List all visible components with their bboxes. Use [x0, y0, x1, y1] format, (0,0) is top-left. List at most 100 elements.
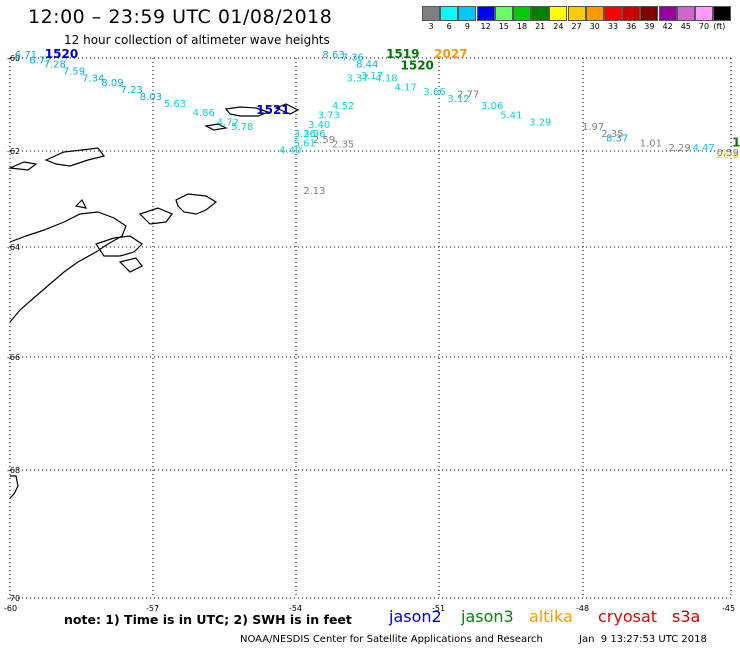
legend-swatch-label: 39 — [644, 22, 655, 31]
pass-time-label: 2027 — [434, 47, 467, 61]
mission-label-jason3: jason3 — [461, 607, 514, 626]
legend-swatch — [640, 6, 659, 21]
legend-swatch-label: 24 — [553, 22, 564, 31]
wave-height-value: 7.34 — [82, 73, 104, 84]
wave-height-value: 3.96 — [303, 129, 325, 140]
wave-height-value: 1.97 — [582, 122, 604, 133]
pass-time-label: 1519 — [386, 47, 419, 61]
wave-height-value: 8.09 — [101, 78, 123, 89]
wave-height-value: 26.85 — [717, 150, 740, 161]
wave-height-value: 6.77 — [29, 56, 51, 67]
wave-height-value: 4.86 — [193, 108, 215, 119]
legend-swatch — [567, 6, 586, 21]
lon-label: -54 — [289, 604, 302, 613]
legend-swatch-label: 36 — [626, 22, 637, 31]
wave-height-value: 6.71 — [15, 50, 37, 61]
wave-height-value: 4.52 — [332, 101, 354, 112]
pass-time-label: 1520 — [45, 47, 78, 61]
wave-height-value: 5.63 — [164, 99, 186, 110]
lon-label: -57 — [146, 604, 159, 613]
legend-swatch — [494, 6, 513, 21]
lon-label: -51 — [432, 604, 445, 613]
wave-height-value: 3.17 — [361, 71, 383, 82]
legend-swatch-label: 33 — [607, 22, 619, 31]
wave-height-value: 8.63 — [322, 50, 344, 61]
wave-height-value: 7.36 — [342, 52, 364, 63]
lat-label: -70 — [7, 594, 20, 603]
legend-swatch — [713, 6, 732, 21]
mission-label-cryosat: cryosat — [598, 607, 658, 626]
pass-time-label: 1521 — [732, 135, 740, 149]
legend-swatch — [585, 6, 604, 21]
legend-swatch — [422, 6, 440, 21]
wave-height-value: 2.13 — [303, 186, 325, 197]
wave-height-value: 2.59 — [313, 135, 335, 146]
wave-height-value: 3.40 — [308, 120, 330, 131]
wave-height-value: 4.17 — [395, 83, 417, 94]
wave-height-value: 8.44 — [356, 59, 378, 70]
generation-timestamp: Jan 9 13:27:53 UTC 2018 — [579, 634, 707, 645]
wave-height-value: 3.26 — [294, 129, 316, 140]
pass-time-label: 1521 — [256, 103, 289, 117]
lon-label: -45 — [722, 604, 735, 613]
pass-time-label: 1520 — [401, 59, 434, 73]
legend-swatch-label: 30 — [589, 22, 600, 31]
lon-label: -48 — [576, 604, 589, 613]
legend-swatch-label: 21 — [535, 22, 546, 31]
lat-label: -68 — [7, 466, 20, 475]
footnote: note: 1) Time is in UTC; 2) SWH is in fe… — [64, 612, 352, 627]
wave-height-value: 7.28 — [44, 59, 66, 70]
wave-height-value: 5.41 — [500, 110, 522, 121]
lat-label: -64 — [7, 243, 20, 252]
lat-labels: -60 -62 -64 -66 -68 -70 — [7, 54, 20, 603]
wave-height-value: 2.35 — [601, 129, 623, 140]
legend-swatch-label: 42 — [662, 22, 673, 31]
legend-swatch — [531, 6, 550, 21]
wave-height-value: 4.18 — [375, 73, 397, 84]
legend-swatch-label: 9 — [464, 22, 470, 31]
wave-height-value: 2.77 — [457, 90, 479, 101]
legend-swatch — [513, 6, 531, 21]
legend-swatch-label: 18 — [516, 22, 528, 31]
wave-height-value: 8.03 — [140, 92, 162, 103]
legend-swatch-label: 45 — [680, 22, 691, 31]
wave-height-value: 1.01 — [640, 138, 662, 149]
legend-swatch — [658, 6, 677, 21]
lon-label: -60 — [4, 604, 17, 613]
wave-height-value: 4.72 — [217, 117, 239, 128]
wave-height-value: 3.73 — [318, 110, 340, 121]
wave-height-value: 0.59 — [717, 148, 739, 159]
wave-height-value: 5.78 — [231, 122, 253, 133]
mission-label-altika: altika — [529, 607, 573, 626]
wave-height-value: 5.61 — [294, 138, 316, 149]
legend-swatch-label: 15 — [498, 22, 509, 31]
mission-label-jason2: jason2 — [389, 607, 442, 626]
lon-labels: -60 -57 -54 -51 -48 -45 — [4, 604, 735, 613]
wave-height-value: 7.59 — [63, 66, 85, 77]
legend-swatch — [604, 6, 622, 21]
legend-swatch — [476, 6, 495, 21]
legend-swatch-label: 70 — [698, 22, 710, 31]
map-subtitle: 12 hour collection of altimeter wave hei… — [64, 33, 330, 47]
mission-label-s3a: s3a — [672, 607, 701, 626]
lat-label: -60 — [7, 54, 20, 63]
coastline — [7, 103, 300, 499]
legend-swatch-label: 12 — [480, 22, 491, 31]
legend-swatch — [695, 6, 713, 21]
wave-height-value: 2.29 — [669, 143, 691, 154]
legend-swatch — [622, 6, 641, 21]
legend-swatch — [676, 6, 695, 21]
wave-height-value: 4.40 — [279, 145, 301, 156]
wave-height-value: 2.35 — [332, 140, 354, 151]
legend-swatch — [440, 6, 459, 21]
legend-swatch-label: 6 — [446, 22, 452, 31]
map-title: 12:00 – 23:59 UTC 01/08/2018 — [28, 6, 333, 28]
wave-height-value: 3.29 — [529, 117, 551, 128]
wave-height-value: 7.23 — [121, 85, 143, 96]
legend-swatch-label: 27 — [571, 22, 582, 31]
lat-label: -62 — [7, 147, 20, 156]
lat-label: -66 — [7, 353, 20, 362]
wave-height-value: 3.37 — [346, 73, 368, 84]
wave-height-value: 4.47 — [693, 143, 715, 154]
